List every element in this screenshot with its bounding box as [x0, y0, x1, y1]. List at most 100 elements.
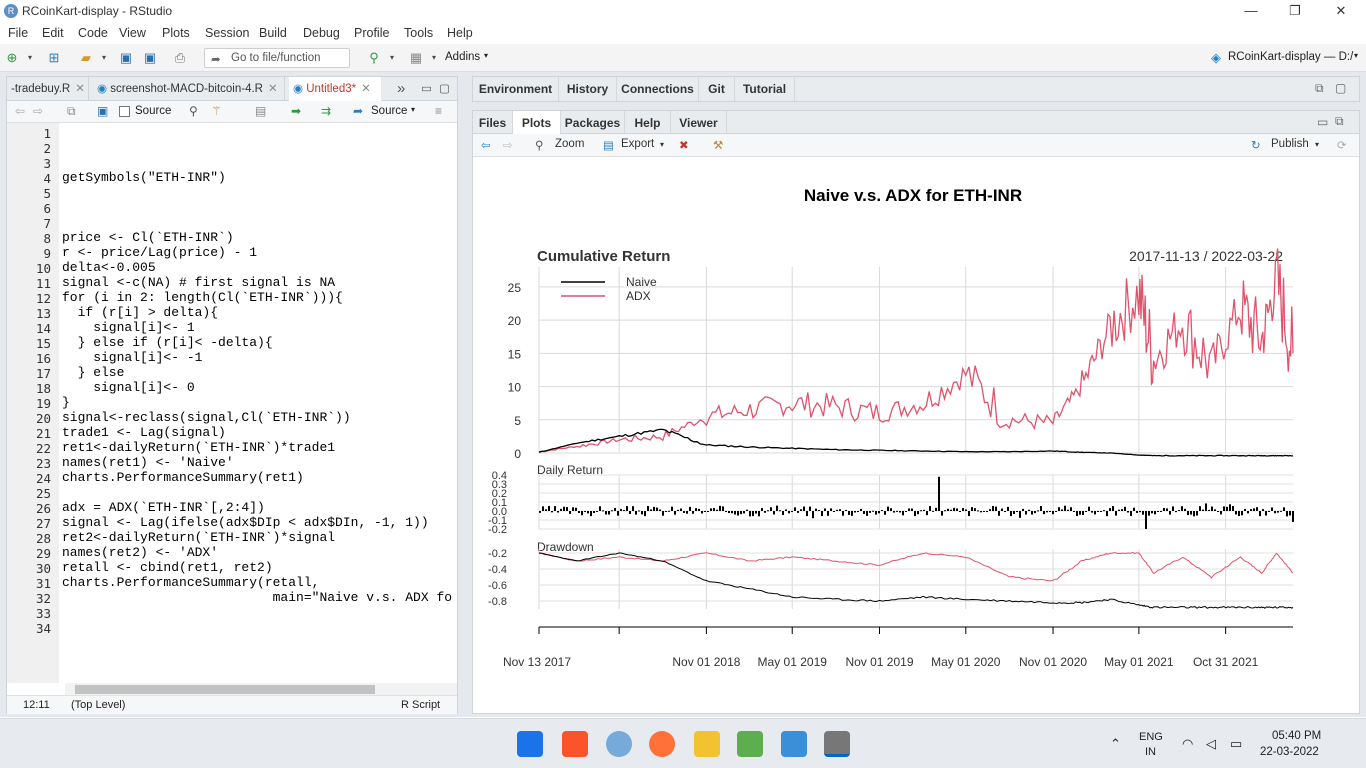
maximize-pane-icon[interactable]: ▢: [1335, 81, 1347, 95]
volume-icon[interactable]: ◁: [1206, 736, 1216, 751]
tab-plots[interactable]: Plots: [513, 111, 561, 135]
clear-all-broom-icon[interactable]: ⚒: [713, 140, 724, 152]
next-plot-icon[interactable]: ⇨: [503, 140, 513, 152]
tab-untitled3[interactable]: ◉ Untitled3* ✕: [289, 77, 381, 102]
compile-report-icon[interactable]: ▤: [255, 104, 267, 118]
refresh-icon[interactable]: ⟳: [1337, 140, 1347, 152]
grid-layout-icon[interactable]: ▦: [409, 50, 423, 65]
publish-button[interactable]: Publish: [1271, 138, 1309, 150]
new-project-icon[interactable]: ⊞: [48, 50, 60, 65]
source-on-save-checkbox[interactable]: [119, 106, 130, 117]
tab-connections[interactable]: Connections: [617, 77, 699, 101]
chevron-down-icon[interactable]: ▾: [1354, 51, 1359, 60]
chevron-down-icon[interactable]: ▾: [1315, 140, 1320, 149]
menu-view[interactable]: View: [119, 26, 146, 40]
tab-history[interactable]: History: [559, 77, 617, 101]
tab-tutorial[interactable]: Tutorial: [735, 77, 795, 101]
back-icon[interactable]: ⇦: [15, 104, 26, 118]
input-language[interactable]: ENG: [1139, 731, 1163, 743]
show-in-window-icon[interactable]: ⧉: [67, 104, 76, 118]
forward-icon[interactable]: ⇨: [33, 104, 44, 118]
minimize-pane-icon[interactable]: ▭: [1317, 115, 1329, 129]
restore-pane-icon[interactable]: ⧉: [1315, 81, 1324, 95]
maximize-pane-icon[interactable]: ▢: [439, 83, 450, 95]
brave-browser-icon[interactable]: [562, 731, 588, 757]
chevron-down-icon[interactable]: ▾: [101, 53, 106, 62]
tab-tradebuy[interactable]: -tradebuy.R ✕: [7, 77, 89, 101]
chevron-down-icon[interactable]: ▾: [389, 53, 394, 62]
save-icon[interactable]: ▣: [119, 50, 133, 65]
panel2-title: Daily Return: [537, 463, 603, 477]
chevron-down-icon[interactable]: ▾: [484, 51, 489, 60]
chevron-down-icon[interactable]: ▾: [660, 140, 665, 149]
tab-git[interactable]: Git: [699, 77, 735, 101]
restore-pane-icon[interactable]: ⧉: [1335, 114, 1344, 128]
print-icon[interactable]: ⎙: [174, 50, 186, 65]
daily-return-bar: [998, 511, 1000, 516]
menu-profile[interactable]: Profile: [354, 26, 390, 40]
save-all-icon[interactable]: ▣: [143, 50, 157, 65]
close-button[interactable]: ✕: [1335, 3, 1347, 18]
menu-build[interactable]: Build: [259, 26, 287, 40]
panel1-y-axis: 0 5 10 15 20 25: [508, 281, 522, 461]
r-app-icon[interactable]: [606, 731, 632, 757]
file-explorer-icon[interactable]: [694, 731, 720, 757]
firefox-icon[interactable]: [649, 731, 675, 757]
tab-packages[interactable]: Packages: [561, 111, 625, 135]
tab-environment[interactable]: Environment: [473, 77, 559, 101]
tab-files[interactable]: Files: [473, 111, 513, 135]
clock-date[interactable]: 22-03-2022: [1260, 746, 1319, 758]
remove-plot-icon[interactable]: ✖: [679, 140, 689, 152]
project-menu[interactable]: RCoinKart-display — D:/: [1228, 51, 1354, 63]
daily-return-bar: [836, 509, 838, 511]
chevron-down-icon[interactable]: ▾: [431, 53, 436, 62]
menu-debug[interactable]: Debug: [303, 26, 340, 40]
menu-file[interactable]: File: [8, 26, 29, 40]
addins-button[interactable]: Addins: [445, 51, 481, 63]
code-area[interactable]: getSymbols("ETH-INR") price <- Cl(`ETH-IN…: [7, 123, 457, 683]
chevron-down-icon[interactable]: ▾: [411, 105, 416, 114]
rstudio-taskbar-icon[interactable]: [824, 731, 850, 757]
tab-help[interactable]: Help: [625, 111, 671, 135]
menu-tools[interactable]: Tools: [404, 26, 434, 40]
previous-plot-icon[interactable]: ⇦: [481, 140, 491, 152]
menu-help[interactable]: Help: [447, 26, 473, 40]
menu-plots[interactable]: Plots: [162, 26, 190, 40]
minimize-button[interactable]: —: [1244, 3, 1258, 18]
scope-selector[interactable]: (Top Level): [71, 699, 126, 711]
source-button[interactable]: Source: [371, 105, 408, 117]
clock-time[interactable]: 05:40 PM: [1272, 730, 1322, 742]
save-icon[interactable]: ▣: [97, 104, 109, 118]
tab-screenshot-macd[interactable]: ◉ screenshot-MACD-bitcoin-4.R ✕: [93, 77, 285, 101]
wifi-icon[interactable]: ◠: [1182, 736, 1194, 751]
search-icon[interactable]: ⚲: [189, 104, 198, 118]
more-tabs-icon[interactable]: »: [397, 80, 406, 97]
daily-return-bar: [806, 511, 808, 517]
horizontal-scrollbar[interactable]: [65, 683, 457, 695]
vcs-icon[interactable]: ⚲: [369, 50, 379, 65]
file-type-selector[interactable]: R Script: [401, 699, 441, 711]
notepad-icon[interactable]: [781, 731, 807, 757]
magic-wand-icon[interactable]: ⚚: [211, 104, 222, 118]
minimize-pane-icon[interactable]: ▭: [421, 83, 432, 95]
daily-return-bar: [1160, 510, 1162, 512]
go-to-file-input[interactable]: ➦ Go to file/function: [204, 48, 350, 68]
chevron-down-icon[interactable]: ▾: [27, 53, 32, 62]
battery-icon[interactable]: ▭: [1230, 736, 1243, 751]
menu-edit[interactable]: Edit: [42, 26, 64, 40]
export-button[interactable]: Export: [621, 138, 655, 150]
open-folder-icon[interactable]: ▰: [81, 50, 91, 65]
run-icon[interactable]: ➡: [291, 104, 302, 118]
start-icon[interactable]: [517, 731, 543, 757]
tab-viewer[interactable]: Viewer: [671, 111, 727, 135]
new-file-icon[interactable]: ⊕: [6, 50, 18, 65]
outline-icon[interactable]: ≡: [435, 104, 443, 118]
menu-code[interactable]: Code: [78, 26, 108, 40]
menu-session[interactable]: Session: [205, 26, 250, 40]
restore-button[interactable]: ❐: [1289, 3, 1301, 18]
spreadsheet-app-icon[interactable]: [737, 731, 763, 757]
rerun-icon[interactable]: ⇉: [321, 104, 332, 118]
scrollbar-thumb[interactable]: [75, 685, 375, 694]
show-hidden-icons-icon[interactable]: ⌃: [1110, 736, 1121, 751]
zoom-button[interactable]: Zoom: [555, 138, 585, 150]
